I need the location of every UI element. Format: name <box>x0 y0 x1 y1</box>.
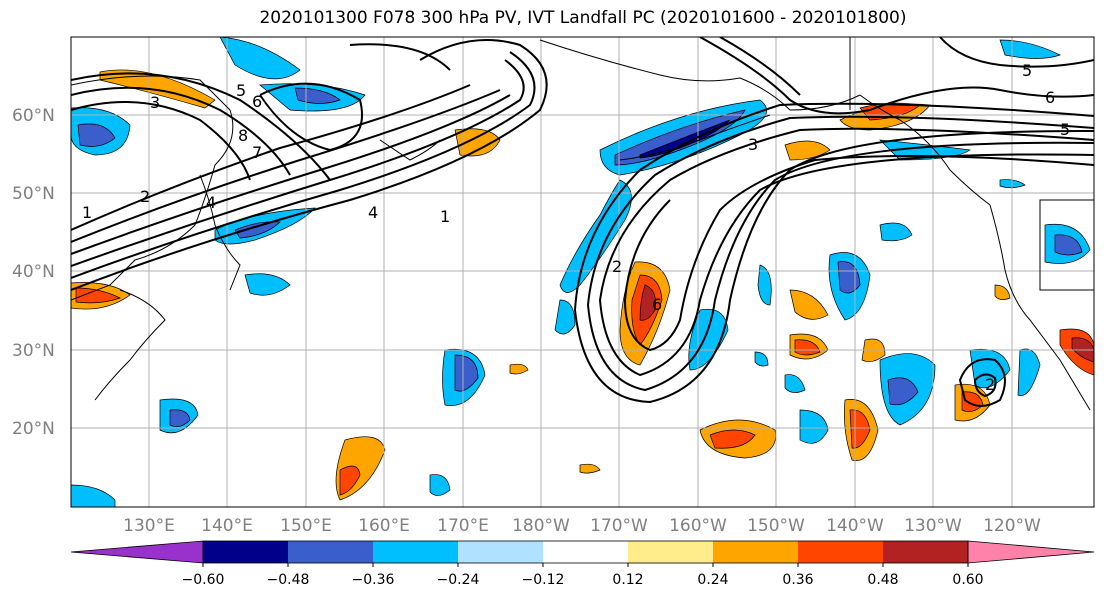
lon-label: 150°W <box>747 516 805 536</box>
colorbar: −0.60 −0.48 −0.36 −0.24 −0.12 0.12 0.24 … <box>70 540 1095 588</box>
colorbar-extend-high <box>967 540 1095 564</box>
colorbar-tick-label: 0.48 <box>867 572 898 588</box>
pv-anomaly-shading <box>71 37 1094 507</box>
contour-label: 6 <box>252 92 262 111</box>
contour-label: 2 <box>612 257 622 276</box>
lon-label: 150°E <box>280 516 332 536</box>
map-gridlines <box>71 37 1094 507</box>
figure-title: 2020101300 F078 300 hPa PV, IVT Landfall… <box>259 8 907 28</box>
colorbar-segment <box>798 541 883 563</box>
lon-label: 160°E <box>358 516 410 536</box>
colorbar-segment <box>883 541 968 563</box>
lat-label: 50°N <box>12 184 55 204</box>
colorbar-segment <box>713 541 798 563</box>
map-border <box>70 36 1095 508</box>
colorbar-tick-label: −0.36 <box>352 572 395 588</box>
colorbar-extend-low <box>70 540 204 564</box>
contour-label: 6 <box>652 295 662 314</box>
lon-label: 170°W <box>590 516 648 536</box>
contour-label: 7 <box>252 143 262 162</box>
contour-label: 6 <box>1045 88 1055 107</box>
colorbar-segment <box>288 541 373 563</box>
colorbar-outline <box>202 540 969 564</box>
contour-label: 8 <box>238 126 248 145</box>
lon-label: 120°W <box>983 516 1041 536</box>
colorbar-segment <box>458 541 543 563</box>
colorbar-segment <box>203 541 288 563</box>
colorbar-tick-label: −0.48 <box>267 572 310 588</box>
colorbar-segment <box>628 541 713 563</box>
lat-label: 20°N <box>12 419 55 439</box>
lon-label: 130°E <box>123 516 175 536</box>
contour-label: 5 <box>236 81 246 100</box>
lon-label: 140°W <box>826 516 884 536</box>
lat-label: 40°N <box>12 262 55 282</box>
contour-label: 3 <box>150 93 160 112</box>
coastlines <box>71 37 1094 411</box>
contour-label: 4 <box>206 193 216 212</box>
pv-contours <box>71 37 1094 407</box>
colorbar-ticks <box>202 563 969 567</box>
lon-label: 130°W <box>904 516 962 536</box>
lon-label: 160°W <box>669 516 727 536</box>
colorbar-tick-label: 0.12 <box>612 572 643 588</box>
lat-label: 30°N <box>12 341 55 361</box>
contour-label: 5 <box>1022 61 1032 80</box>
contour-label: 1 <box>82 203 92 222</box>
contour-labels: 1 2 3 4 5 6 7 8 2 1 4 6 3 5 6 5 2 <box>82 61 1070 394</box>
lon-label: 180°W <box>512 516 570 536</box>
lat-label: 60°N <box>12 106 55 126</box>
colorbar-tick-label: −0.60 <box>182 572 225 588</box>
contour-label: 2 <box>140 187 150 206</box>
longitude-labels: 130°E 140°E 150°E 160°E 170°E 180°W 170°… <box>123 516 1041 536</box>
contour-label: 1 <box>440 207 450 226</box>
lon-label: 140°E <box>201 516 253 536</box>
colorbar-tick-label: 0.24 <box>697 572 728 588</box>
contour-label: 2 <box>985 375 995 394</box>
latitude-labels: 60°N 50°N 40°N 30°N 20°N <box>12 106 55 439</box>
contour-label: 4 <box>368 203 378 222</box>
colorbar-segment <box>543 541 628 563</box>
colorbar-tick-label: 0.60 <box>952 572 983 588</box>
lon-label: 170°E <box>437 516 489 536</box>
colorbar-tick-label: 0.36 <box>782 572 813 588</box>
contour-label: 5 <box>1060 120 1070 139</box>
contour-label: 3 <box>748 135 758 154</box>
colorbar-segment <box>373 541 458 563</box>
colorbar-tick-label: −0.24 <box>437 572 480 588</box>
colorbar-tick-label: −0.12 <box>522 572 565 588</box>
